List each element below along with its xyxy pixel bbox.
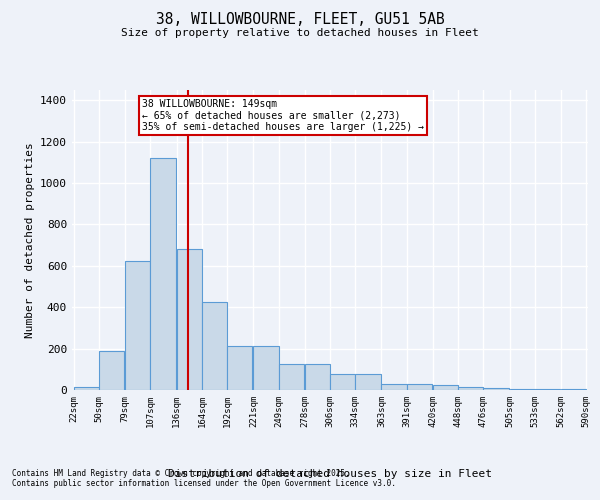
Bar <box>433 385 458 390</box>
Bar <box>202 302 227 390</box>
X-axis label: Distribution of detached houses by size in Fleet: Distribution of detached houses by size … <box>168 469 492 479</box>
Text: 38 WILLOWBOURNE: 149sqm
← 65% of detached houses are smaller (2,273)
35% of semi: 38 WILLOWBOURNE: 149sqm ← 65% of detache… <box>142 99 424 132</box>
Text: Size of property relative to detached houses in Fleet: Size of property relative to detached ho… <box>121 28 479 38</box>
Bar <box>484 388 509 390</box>
Text: Contains HM Land Registry data © Crown copyright and database right 2025.: Contains HM Land Registry data © Crown c… <box>12 468 350 477</box>
Bar <box>509 389 535 390</box>
Bar <box>458 387 484 390</box>
Bar <box>382 384 407 390</box>
Bar <box>176 250 202 390</box>
Bar <box>125 260 151 390</box>
Bar <box>278 364 304 390</box>
Bar <box>355 374 380 390</box>
Bar <box>561 389 586 390</box>
Bar <box>74 387 99 390</box>
Bar <box>330 374 355 390</box>
Bar <box>305 364 330 390</box>
Bar <box>99 350 124 390</box>
Bar <box>253 346 278 390</box>
Bar <box>535 389 560 390</box>
Bar <box>151 158 176 390</box>
Bar <box>227 346 253 390</box>
Y-axis label: Number of detached properties: Number of detached properties <box>25 142 35 338</box>
Text: 38, WILLOWBOURNE, FLEET, GU51 5AB: 38, WILLOWBOURNE, FLEET, GU51 5AB <box>155 12 445 28</box>
Text: Contains public sector information licensed under the Open Government Licence v3: Contains public sector information licen… <box>12 478 396 488</box>
Bar <box>407 384 432 390</box>
